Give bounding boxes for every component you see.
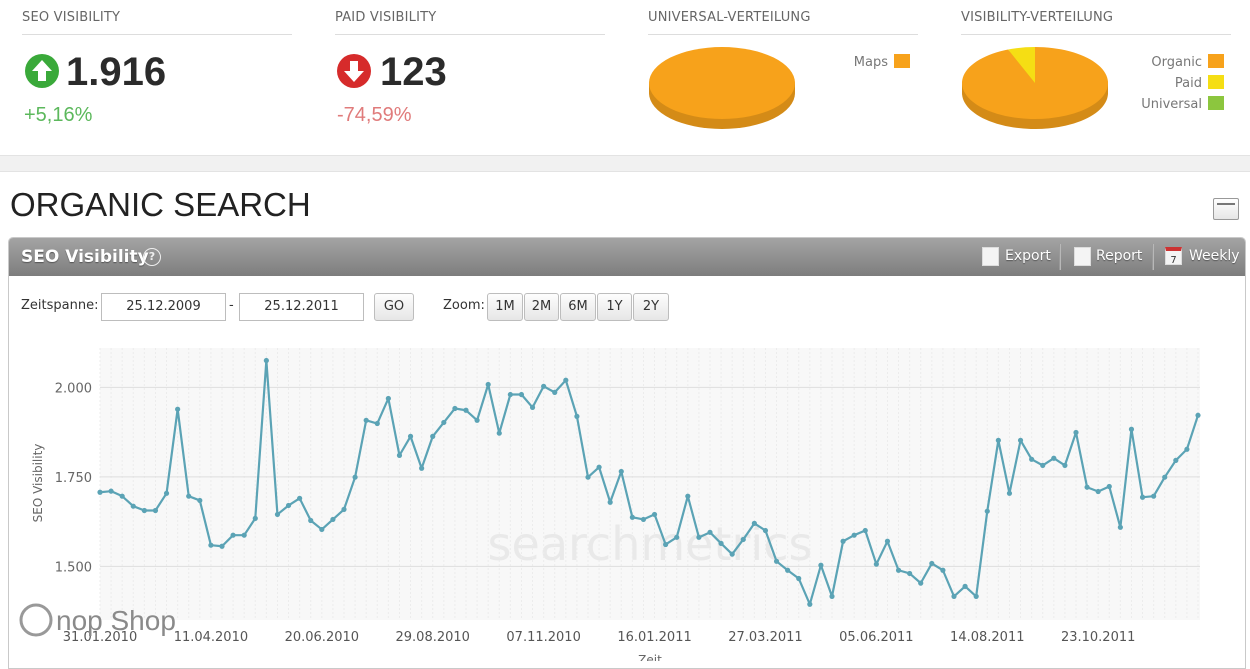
zoom-button[interactable]: 6M	[560, 293, 596, 321]
panel-title: SEO Visibility	[21, 247, 149, 267]
down-arrow	[344, 61, 364, 82]
legend-label: Organic	[1151, 55, 1202, 70]
export-button[interactable]: Export	[1005, 248, 1051, 264]
down-arrow-icon	[337, 54, 371, 88]
minimize-button[interactable]	[1213, 198, 1239, 220]
pie-title: VISIBILITY-VERTEILUNG	[961, 10, 1231, 35]
pie-slice-side	[1008, 49, 1035, 85]
pie-slice-side	[649, 51, 795, 123]
zoom-button[interactable]: 2Y	[633, 293, 669, 321]
kpi-change: +5,16%	[24, 104, 93, 126]
date-to-input[interactable]: 25.12.2011	[239, 293, 364, 321]
zoom-button[interactable]: 1Y	[597, 293, 632, 321]
kpi-title: PAID VISIBILITY	[335, 10, 605, 35]
legend-label: Paid	[1175, 76, 1202, 91]
export-icon	[982, 247, 999, 266]
up-arrow	[32, 60, 52, 81]
pie-slice-side	[1008, 51, 1035, 87]
pie-slice-side	[649, 49, 795, 121]
up-arrow-icon	[25, 54, 59, 88]
legend-swatch	[1208, 96, 1224, 110]
report-icon	[1074, 247, 1091, 266]
pie-slice-side	[1008, 57, 1035, 93]
panel-header: SEO Visibility ? Export Report 7 Weekly	[9, 238, 1245, 276]
pie-slice-side	[649, 55, 795, 127]
legend-swatch	[894, 54, 910, 68]
pie-slice	[649, 47, 795, 119]
pie-slice-side	[962, 54, 1109, 127]
calendar-icon: 7	[1165, 247, 1182, 266]
pie-slice	[1008, 47, 1035, 83]
pie-slice-side	[1008, 53, 1035, 89]
help-icon[interactable]: ?	[143, 248, 161, 266]
range-separator: -	[229, 298, 234, 313]
zoom-button[interactable]: 2M	[524, 293, 559, 321]
toolbar-separator	[1059, 244, 1061, 270]
date-from-input[interactable]: 25.12.2009	[101, 293, 226, 321]
pie-slice-side	[649, 53, 795, 125]
pie-slice-side	[649, 57, 795, 129]
go-button[interactable]: GO	[374, 293, 414, 321]
pie-title: UNIVERSAL-VERTEILUNG	[648, 10, 918, 35]
legend-swatch	[1208, 75, 1224, 89]
toolbar-separator	[1152, 244, 1154, 270]
kpi-title: SEO VISIBILITY	[22, 10, 292, 35]
legend-label: Universal	[1141, 97, 1202, 112]
weekly-button[interactable]: Weekly	[1189, 248, 1240, 264]
pie-slice-side	[962, 49, 1109, 121]
kpi-value: 123	[380, 50, 447, 94]
report-button[interactable]: Report	[1096, 248, 1143, 264]
legend-label: Maps	[854, 55, 888, 70]
kpi-value: 1.916	[66, 50, 167, 94]
pie-slice-side	[962, 51, 1109, 123]
kpi-change: -74,59%	[337, 104, 412, 126]
pie-slice-side	[962, 53, 1109, 126]
zoom-label: Zoom:	[443, 298, 485, 313]
pie-slice-side	[962, 57, 1109, 129]
legend-swatch	[1208, 54, 1224, 68]
separator	[0, 155, 1250, 172]
range-label: Zeitspanne:	[21, 298, 99, 313]
zoom-button[interactable]: 1M	[487, 293, 523, 321]
pie-slice	[962, 47, 1109, 119]
section-title: ORGANIC SEARCH	[10, 186, 311, 223]
pie-slice-side	[1008, 55, 1035, 91]
